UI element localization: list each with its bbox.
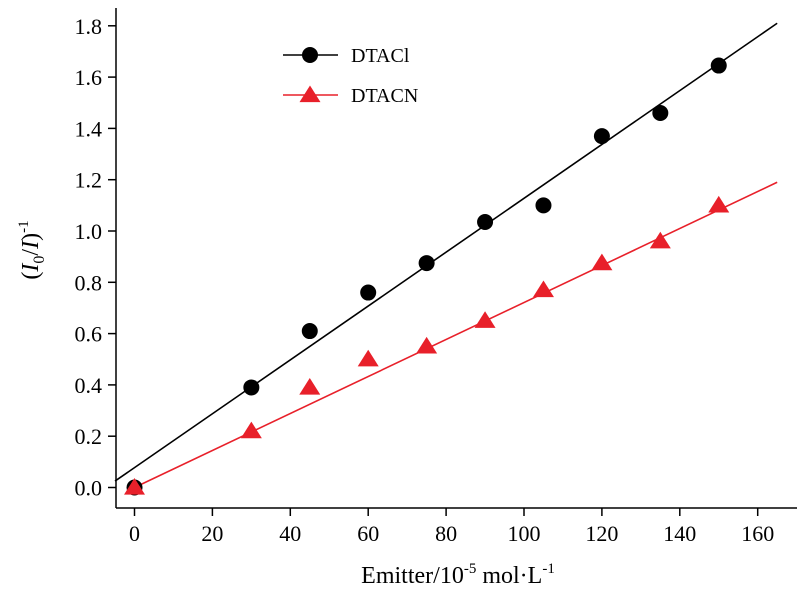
data-point-dtacl [243,379,260,396]
data-point-dtacn [591,253,613,271]
data-point-dtacl [710,57,727,74]
fit-line-dtacn [134,181,778,489]
data-point-dtacn [124,478,145,495]
x-tick-label: 140 [663,521,696,546]
x-tick-label: 100 [508,521,541,546]
fit-line-dtacl [114,22,778,482]
x-tick-label: 20 [201,521,223,546]
data-point-dtacl [360,284,377,301]
data-point-dtacl [301,323,318,340]
y-tick-label: 1.0 [75,219,103,244]
y-tick-label: 0.6 [75,322,103,347]
data-point-dtacl [418,255,435,272]
data-point-dtacn [474,311,496,328]
x-tick-label: 0 [129,521,140,546]
legend: DTACl DTACN [283,45,418,107]
legend-label-dtacn: DTACN [351,85,418,107]
y-tick-label: 0.0 [75,476,103,501]
y-tick-label: 1.6 [75,65,103,90]
x-tick-label: 40 [279,521,301,546]
y-tick-label: 1.2 [75,168,103,193]
y-axis-title: (I0/I)-1 [16,220,48,279]
x-tick-label: 60 [357,521,379,546]
data-point-dtacn [416,336,438,354]
x-tick-label: 160 [741,521,774,546]
data-point-dtacn [532,280,554,298]
data-point-dtacn [357,349,379,367]
data-point-dtacl [535,197,552,214]
y-tick-label: 0.2 [75,424,103,449]
data-marks [124,57,730,496]
legend-marker-dtacn [299,85,321,103]
ticks: 0.0 0.2 0.4 0.6 0.8 1.0 1.2 1.4 1.6 1.8 0 20 40 60 80 1… [75,14,775,546]
x-axis-title: Emitter/10-5 mol·L-1 [361,561,555,589]
data-point-dtacn [708,195,730,213]
x-tick-label: 120 [585,521,618,546]
fit-lines [114,22,778,489]
axes [115,8,797,509]
data-point-dtacn [240,421,262,439]
y-tick-label: 0.8 [75,270,103,295]
data-point-dtacn [299,377,321,395]
y-tick-label: 1.4 [75,116,103,141]
data-point-dtacl [477,214,494,231]
legend-marker-dtacl [302,47,318,63]
legend-label-dtacl: DTACl [351,45,410,67]
y-tick-label: 0.4 [75,373,103,398]
x-tick-label: 80 [435,521,457,546]
y-tick-label: 1.8 [75,14,103,39]
data-point-dtacl [652,105,669,122]
data-point-dtacn [649,231,671,249]
data-point-dtacl [593,128,610,145]
